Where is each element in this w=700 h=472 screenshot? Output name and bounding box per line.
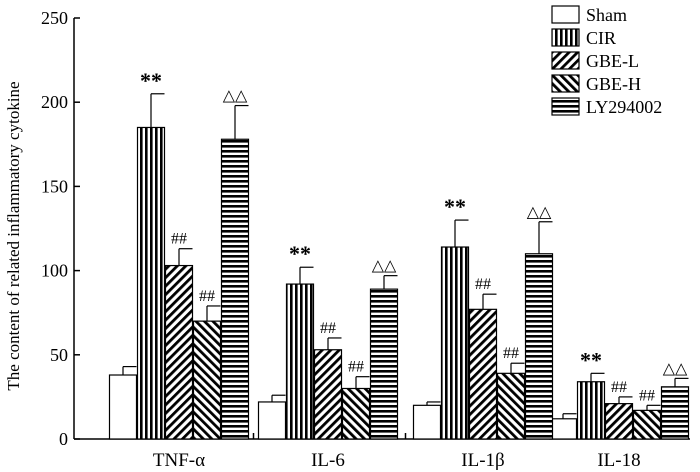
significance-label: ** [444,194,466,219]
y-tick-label: 100 [41,261,68,281]
bar-gbe-h-2 [496,372,526,440]
bar-sham-2 [412,404,442,440]
bars: ** ** ** ** ## ## ## ## ## ## ## ## △△ △△ △△ △△ [108,68,690,440]
significance-label: ** [580,347,602,372]
y-tick-label: 250 [41,8,68,28]
significance-label: △△ [663,360,688,377]
bar-gbe-h-3 [632,409,662,440]
bar-ly294002-2 [524,253,554,440]
x-tick-label: IL-1β [461,450,504,471]
bar-ly294002-1 [369,288,399,440]
y-axis: 0 50 100 150 200 250 [41,8,80,449]
y-tick-label: 50 [50,345,68,365]
x-tick-label: IL-18 [597,450,640,471]
bar-ly294002-3 [660,386,690,440]
x-tick-label: TNF-α [153,450,205,471]
bar-cir-3 [576,381,606,440]
significance-label: △△ [223,88,248,105]
bar-cir-0 [136,126,166,440]
bar-ly294002-0 [220,138,250,440]
bar-sham-1 [257,401,287,440]
significance-label: ## [199,288,215,305]
legend-label: LY294002 [586,97,662,117]
y-tick-label: 150 [41,176,68,196]
legend-label: Sham [586,5,627,25]
significance-label: ## [348,359,364,376]
legend-swatch [551,51,580,70]
legend-swatch [551,5,580,24]
bar-cir-2 [440,246,470,440]
significance-label: ## [171,231,187,248]
bar-sham-0 [108,374,138,440]
bar-cir-1 [285,283,315,440]
bar-gbe-l-3 [604,403,634,440]
legend-label: CIR [586,28,616,48]
bar-gbe-h-0 [192,320,222,440]
legend: Sham CIR GBE-L GBE-H LY294002 [551,5,662,117]
significance-label: △△ [527,204,552,221]
x-tick-label: IL-6 [311,450,345,471]
y-axis-label: The content of related inflammatory cyto… [4,81,23,390]
significance-label: ## [611,379,627,396]
bar-gbe-l-2 [468,308,498,440]
y-tick-label: 200 [41,92,68,112]
significance-label: ## [503,345,519,362]
legend-label: GBE-L [586,51,639,71]
bar-gbe-l-0 [164,264,194,440]
legend-swatch [551,74,580,93]
significance-label: ** [140,68,162,93]
bar-sham-3 [548,418,578,440]
significance-label: ** [289,241,311,266]
legend-label: GBE-H [586,74,641,94]
bar-gbe-l-1 [313,349,343,440]
significance-label: ## [639,387,655,404]
legend-swatch [551,28,580,47]
significance-label: ## [475,276,491,293]
significance-label: ## [320,320,336,337]
significance-label: △△ [372,258,397,275]
legend-swatch [551,97,580,116]
bar-gbe-h-1 [341,387,371,440]
x-axis: TNF-α IL-6 IL-1β IL-18 [74,433,690,471]
y-tick-label: 0 [59,429,68,449]
